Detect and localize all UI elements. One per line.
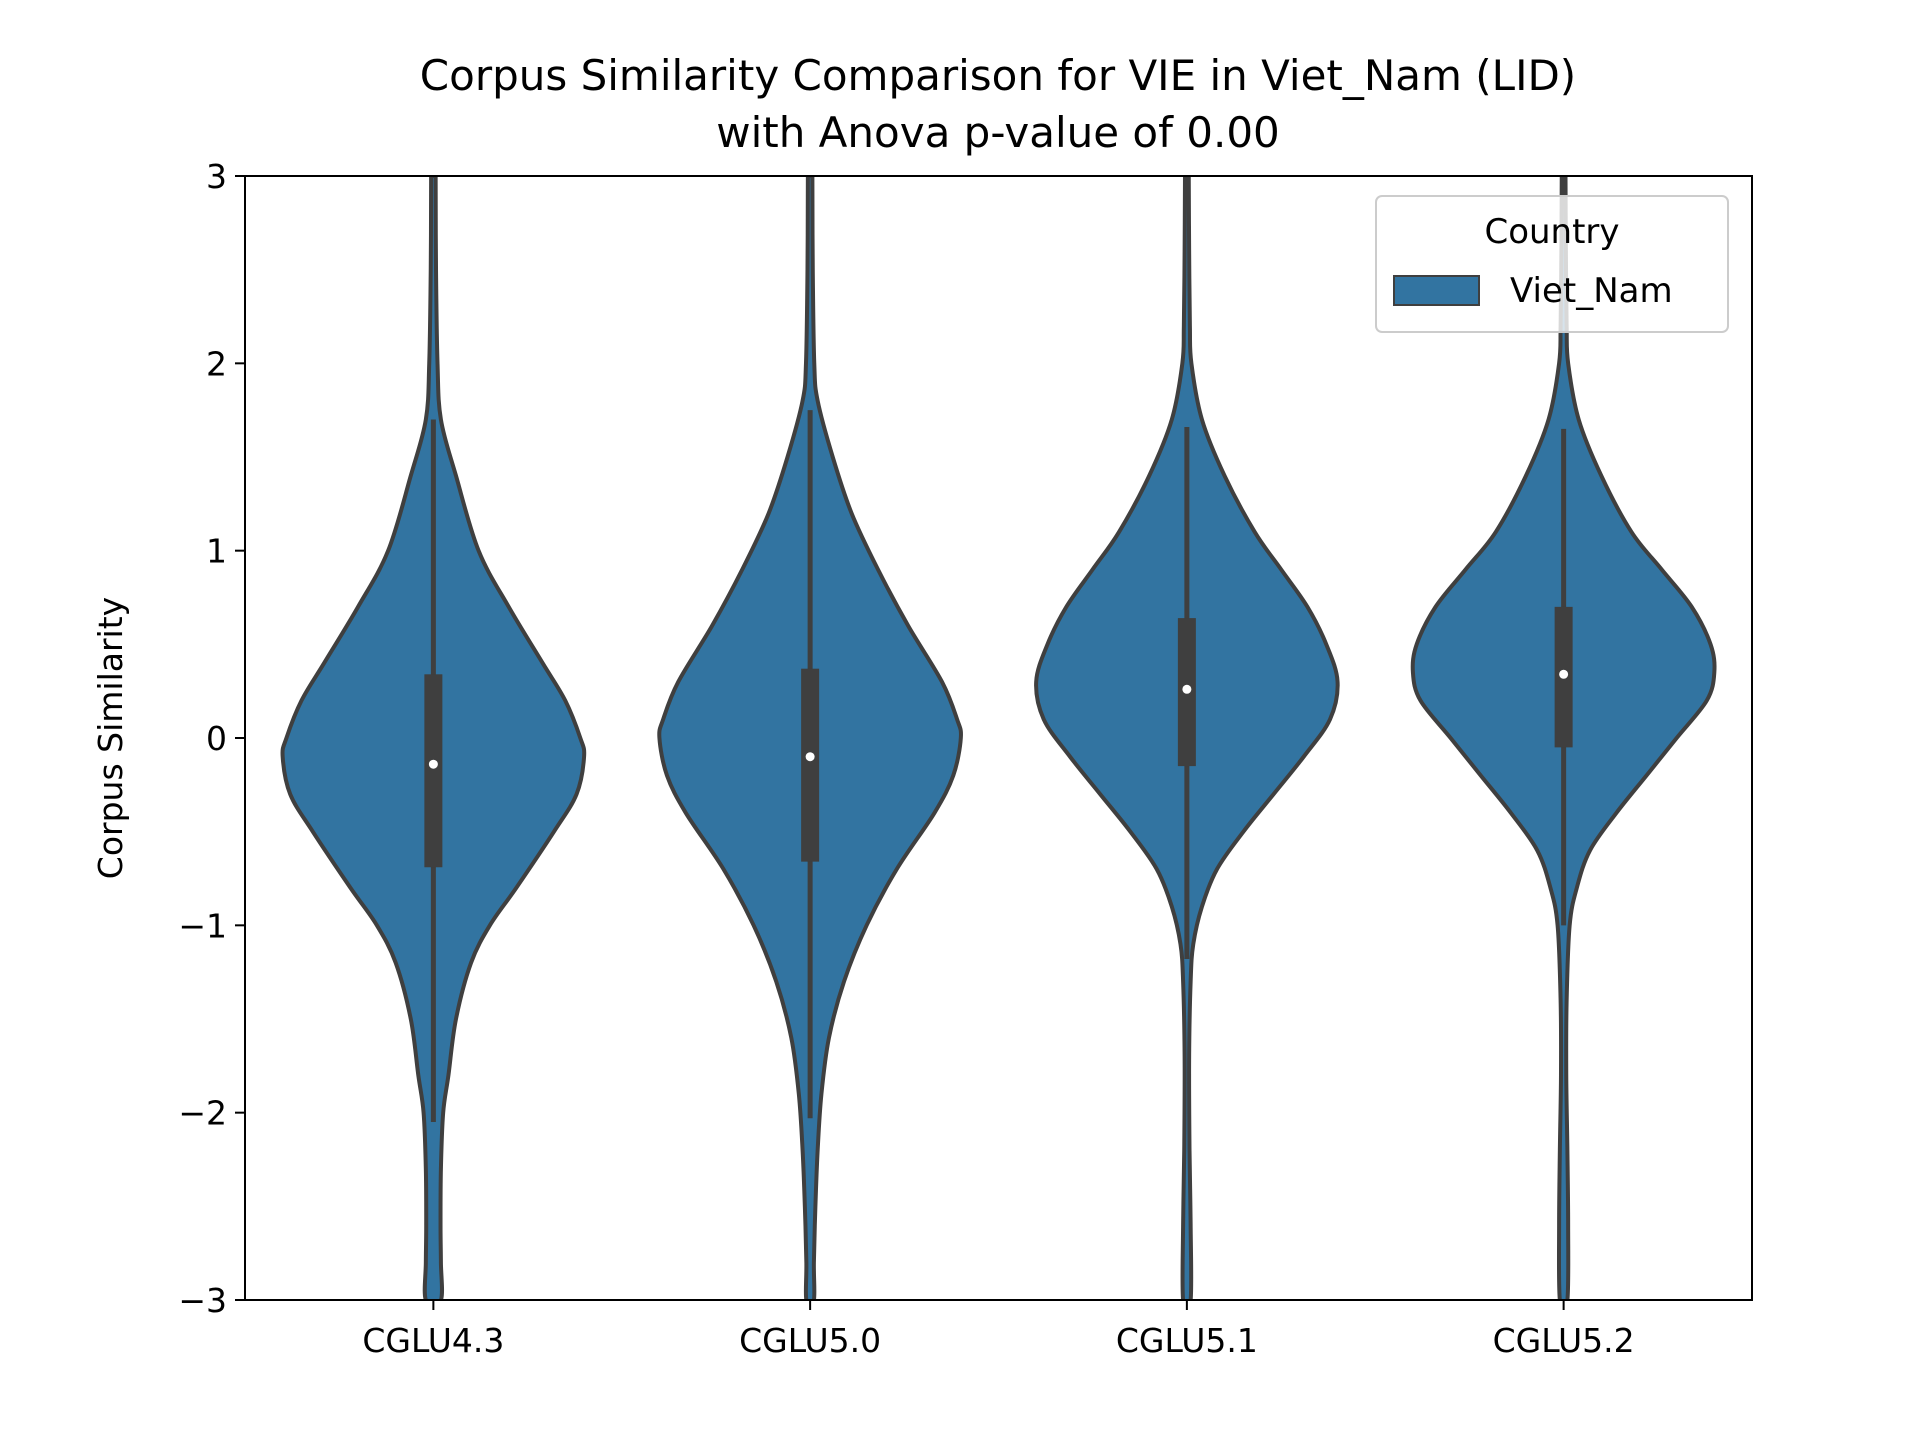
violin-median-point <box>1182 684 1192 694</box>
violin-group <box>280 176 1717 1300</box>
y-tick-label: 0 <box>206 719 227 758</box>
violin-iqr-box <box>801 668 820 862</box>
y-axis: 3 2 1 0 −1 −2 −3 <box>178 157 245 1320</box>
y-tick-label: −1 <box>178 906 227 945</box>
violin-median-point <box>428 759 438 769</box>
x-tick-label: CGLU5.1 <box>1116 1321 1258 1360</box>
legend-title: Country <box>1484 212 1619 252</box>
y-tick-label: 1 <box>206 532 227 571</box>
x-tick-label: CGLU5.0 <box>739 1321 881 1360</box>
violins-layer <box>280 176 1717 1300</box>
legend-swatch <box>1393 275 1480 306</box>
legend-entry-label: Viet_Nam <box>1510 271 1673 311</box>
chart-title-line-1: Corpus Similarity Comparison for VIE in … <box>420 51 1576 100</box>
x-axis: CGLU4.3 CGLU5.0 CGLU5.1 CGLU5.2 <box>362 1300 1635 1360</box>
legend: Country Viet_Nam <box>1375 195 1729 333</box>
chart-title-line-2: with Anova p-value of 0.00 <box>716 108 1280 157</box>
y-tick-label: −2 <box>178 1094 227 1133</box>
x-tick-label: CGLU5.2 <box>1493 1321 1635 1360</box>
x-tick-label: CGLU4.3 <box>362 1321 504 1360</box>
violin-median-point <box>1559 669 1569 679</box>
y-axis-label: Corpus Similarity <box>91 597 130 879</box>
violin-median-point <box>805 752 815 762</box>
violin-iqr-box <box>424 674 443 868</box>
y-tick-label: 3 <box>206 157 227 196</box>
y-tick-label: 2 <box>206 344 227 383</box>
y-tick-label: −3 <box>178 1281 227 1320</box>
